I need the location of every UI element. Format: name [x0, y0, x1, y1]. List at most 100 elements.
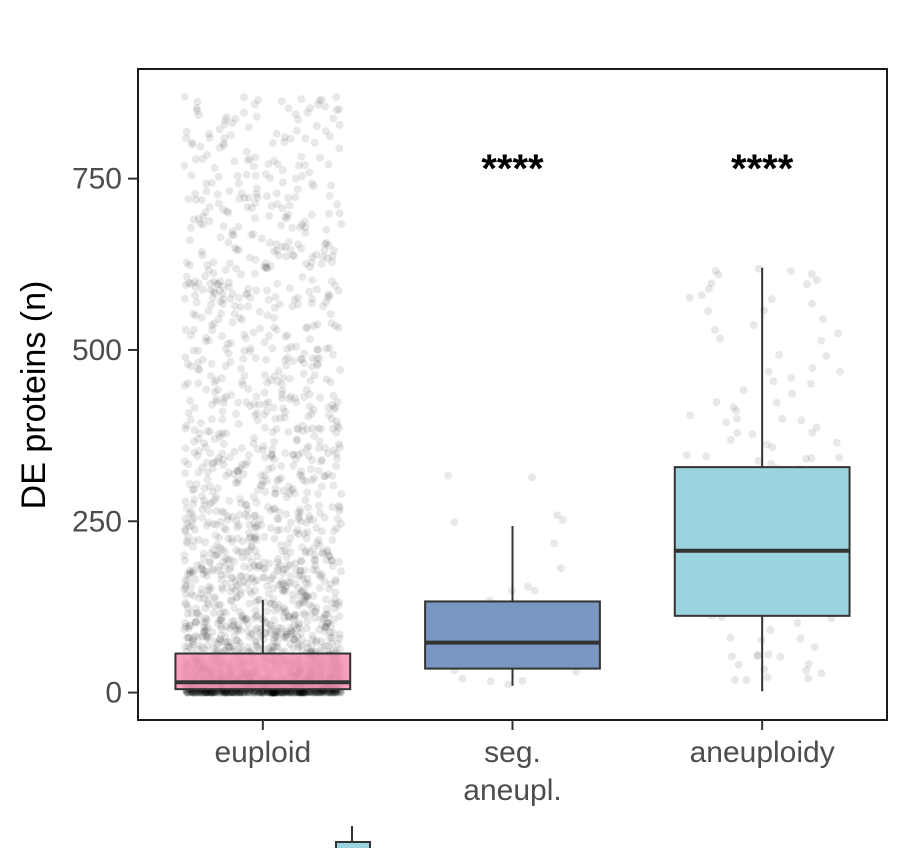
data-point — [216, 432, 224, 441]
data-point — [310, 688, 319, 697]
data-point — [281, 449, 290, 458]
data-point — [260, 371, 269, 379]
data-point — [198, 251, 207, 260]
data-point — [267, 642, 276, 651]
data-point — [187, 171, 196, 180]
data-point — [212, 507, 221, 515]
data-point — [270, 534, 279, 543]
data-point — [793, 618, 802, 627]
data-point — [203, 468, 212, 477]
data-point — [287, 486, 296, 495]
data-point — [231, 409, 240, 418]
data-point — [247, 629, 256, 638]
data-point — [753, 652, 762, 660]
data-point — [202, 688, 211, 697]
data-point — [235, 194, 244, 203]
data-point — [280, 413, 289, 422]
data-point — [202, 625, 210, 634]
data-point — [230, 157, 239, 166]
data-point — [283, 331, 292, 340]
data-point — [233, 479, 242, 487]
data-point — [278, 394, 286, 403]
data-point — [298, 220, 306, 229]
data-point — [237, 270, 245, 279]
data-point — [201, 688, 210, 697]
data-point — [189, 688, 198, 697]
data-point — [321, 611, 329, 620]
data-point — [332, 106, 341, 115]
data-point — [201, 538, 209, 547]
data-point — [214, 688, 223, 697]
data-point — [212, 520, 221, 529]
data-point — [199, 618, 208, 627]
data-point — [231, 688, 240, 697]
data-point — [253, 445, 262, 454]
data-point — [319, 302, 328, 311]
data-point — [234, 222, 243, 231]
data-point — [194, 111, 203, 119]
data-point — [307, 299, 316, 308]
data-point — [291, 110, 300, 119]
data-point — [321, 127, 330, 136]
data-point — [222, 392, 230, 401]
data-point — [316, 573, 325, 581]
data-point — [195, 366, 204, 375]
data-point — [183, 539, 191, 548]
data-point — [212, 376, 221, 385]
data-point — [228, 622, 237, 630]
data-point — [205, 217, 214, 226]
data-point — [292, 126, 301, 135]
data-point — [266, 629, 275, 638]
data-point — [524, 582, 532, 591]
data-point — [271, 489, 280, 498]
data-point — [184, 409, 193, 417]
data-point — [227, 688, 236, 697]
data-point — [274, 367, 283, 375]
data-point — [187, 644, 196, 652]
data-point — [215, 616, 224, 625]
data-point — [235, 313, 244, 322]
data-point — [325, 209, 334, 218]
data-point — [253, 416, 262, 425]
data-point — [303, 617, 312, 625]
data-point — [247, 541, 256, 550]
data-point — [296, 688, 305, 697]
data-point — [317, 482, 326, 491]
data-point — [294, 688, 303, 697]
data-point — [224, 688, 233, 697]
data-point — [199, 212, 208, 221]
data-point — [219, 139, 228, 148]
data-point — [268, 139, 277, 148]
data-point — [321, 239, 330, 248]
data-point — [197, 585, 206, 594]
data-point — [198, 154, 207, 163]
data-point — [296, 688, 305, 697]
data-point — [267, 202, 276, 210]
data-point — [199, 220, 208, 229]
data-point — [289, 615, 298, 624]
data-point — [209, 520, 218, 528]
data-point — [328, 503, 337, 512]
data-point — [329, 628, 337, 637]
data-point — [289, 629, 298, 637]
data-point — [221, 688, 230, 697]
data-point — [207, 359, 216, 368]
data-point — [212, 395, 221, 404]
data-point — [301, 477, 310, 486]
data-point — [268, 445, 277, 454]
data-point — [220, 524, 229, 532]
data-point — [184, 460, 193, 469]
data-point — [305, 402, 314, 411]
data-point — [221, 638, 230, 647]
data-point — [486, 677, 495, 686]
data-point — [333, 421, 342, 430]
data-point — [329, 481, 338, 490]
data-point — [224, 468, 233, 477]
data-point — [279, 688, 288, 697]
data-point — [553, 511, 562, 520]
data-point — [182, 258, 191, 267]
data-point — [253, 576, 262, 585]
data-point — [305, 548, 314, 556]
data-point — [269, 688, 278, 697]
